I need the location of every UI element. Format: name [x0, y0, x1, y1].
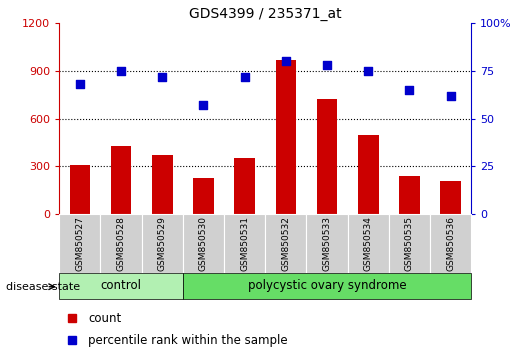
Bar [70, 165, 90, 214]
Bar [59, 214, 100, 273]
Text: GSM850529: GSM850529 [158, 216, 167, 271]
Bar [358, 135, 379, 214]
Bar [224, 214, 265, 273]
Point [364, 68, 372, 74]
Bar [234, 159, 255, 214]
Point [405, 87, 414, 93]
Text: GSM850536: GSM850536 [446, 216, 455, 271]
Text: count: count [88, 312, 122, 325]
Text: GSM850533: GSM850533 [322, 216, 332, 271]
Point [158, 74, 166, 79]
Text: polycystic ovary syndrome: polycystic ovary syndrome [248, 279, 406, 292]
Point [199, 102, 208, 108]
Text: GSM850532: GSM850532 [281, 216, 290, 271]
Bar [276, 59, 296, 214]
Bar [152, 155, 173, 214]
Text: GSM850534: GSM850534 [364, 216, 373, 271]
Bar [348, 214, 389, 273]
Bar [265, 214, 306, 273]
Text: GSM850527: GSM850527 [75, 216, 84, 271]
Point [282, 58, 290, 64]
Point [241, 74, 249, 79]
Bar [100, 214, 142, 273]
Bar [317, 99, 337, 214]
Bar [183, 273, 471, 299]
Text: GSM850531: GSM850531 [240, 216, 249, 271]
Text: control: control [100, 279, 142, 292]
Bar [111, 146, 131, 214]
Bar [399, 176, 420, 214]
Text: GSM850528: GSM850528 [116, 216, 126, 271]
Point [447, 93, 455, 98]
Point [76, 81, 84, 87]
Point [117, 68, 125, 74]
Text: GSM850530: GSM850530 [199, 216, 208, 271]
Bar [430, 214, 471, 273]
Bar [440, 181, 461, 214]
Bar [183, 214, 224, 273]
Bar [193, 178, 214, 214]
Point [323, 62, 331, 68]
Bar [59, 273, 183, 299]
Bar [306, 214, 348, 273]
Text: GSM850535: GSM850535 [405, 216, 414, 271]
Text: disease state: disease state [6, 282, 80, 292]
Bar [142, 214, 183, 273]
Title: GDS4399 / 235371_at: GDS4399 / 235371_at [189, 7, 341, 21]
Bar [389, 214, 430, 273]
Text: percentile rank within the sample: percentile rank within the sample [88, 333, 288, 347]
